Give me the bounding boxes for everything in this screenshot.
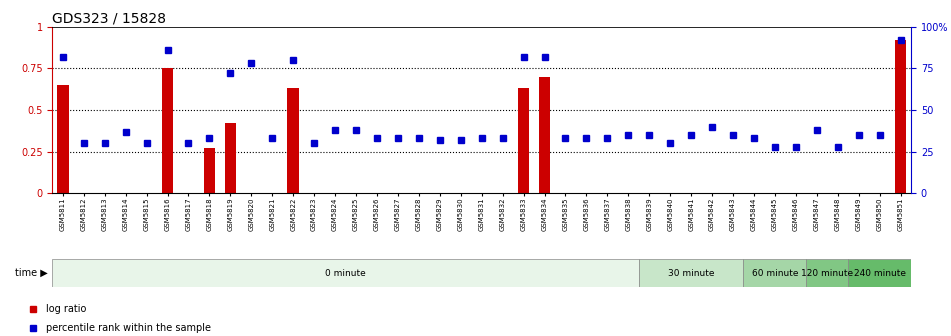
Bar — [162, 69, 173, 193]
Bar — [806, 259, 848, 287]
Text: log ratio: log ratio — [46, 304, 86, 313]
Text: percentile rank within the sample: percentile rank within the sample — [46, 323, 211, 333]
Text: 60 minute: 60 minute — [751, 268, 798, 278]
Bar — [517, 88, 530, 193]
Bar — [848, 259, 911, 287]
Text: 0 minute: 0 minute — [325, 268, 366, 278]
Bar — [539, 77, 551, 193]
Text: 30 minute: 30 minute — [668, 268, 714, 278]
Text: time ▶: time ▶ — [15, 268, 48, 278]
Bar — [895, 40, 906, 193]
Bar — [57, 85, 68, 193]
Bar — [744, 259, 806, 287]
Text: 120 minute: 120 minute — [801, 268, 853, 278]
Bar — [639, 259, 744, 287]
Bar — [287, 88, 299, 193]
Bar — [204, 148, 215, 193]
Text: 240 minute: 240 minute — [854, 268, 905, 278]
Bar — [224, 123, 236, 193]
Bar — [52, 259, 639, 287]
Text: GDS323 / 15828: GDS323 / 15828 — [52, 12, 166, 26]
